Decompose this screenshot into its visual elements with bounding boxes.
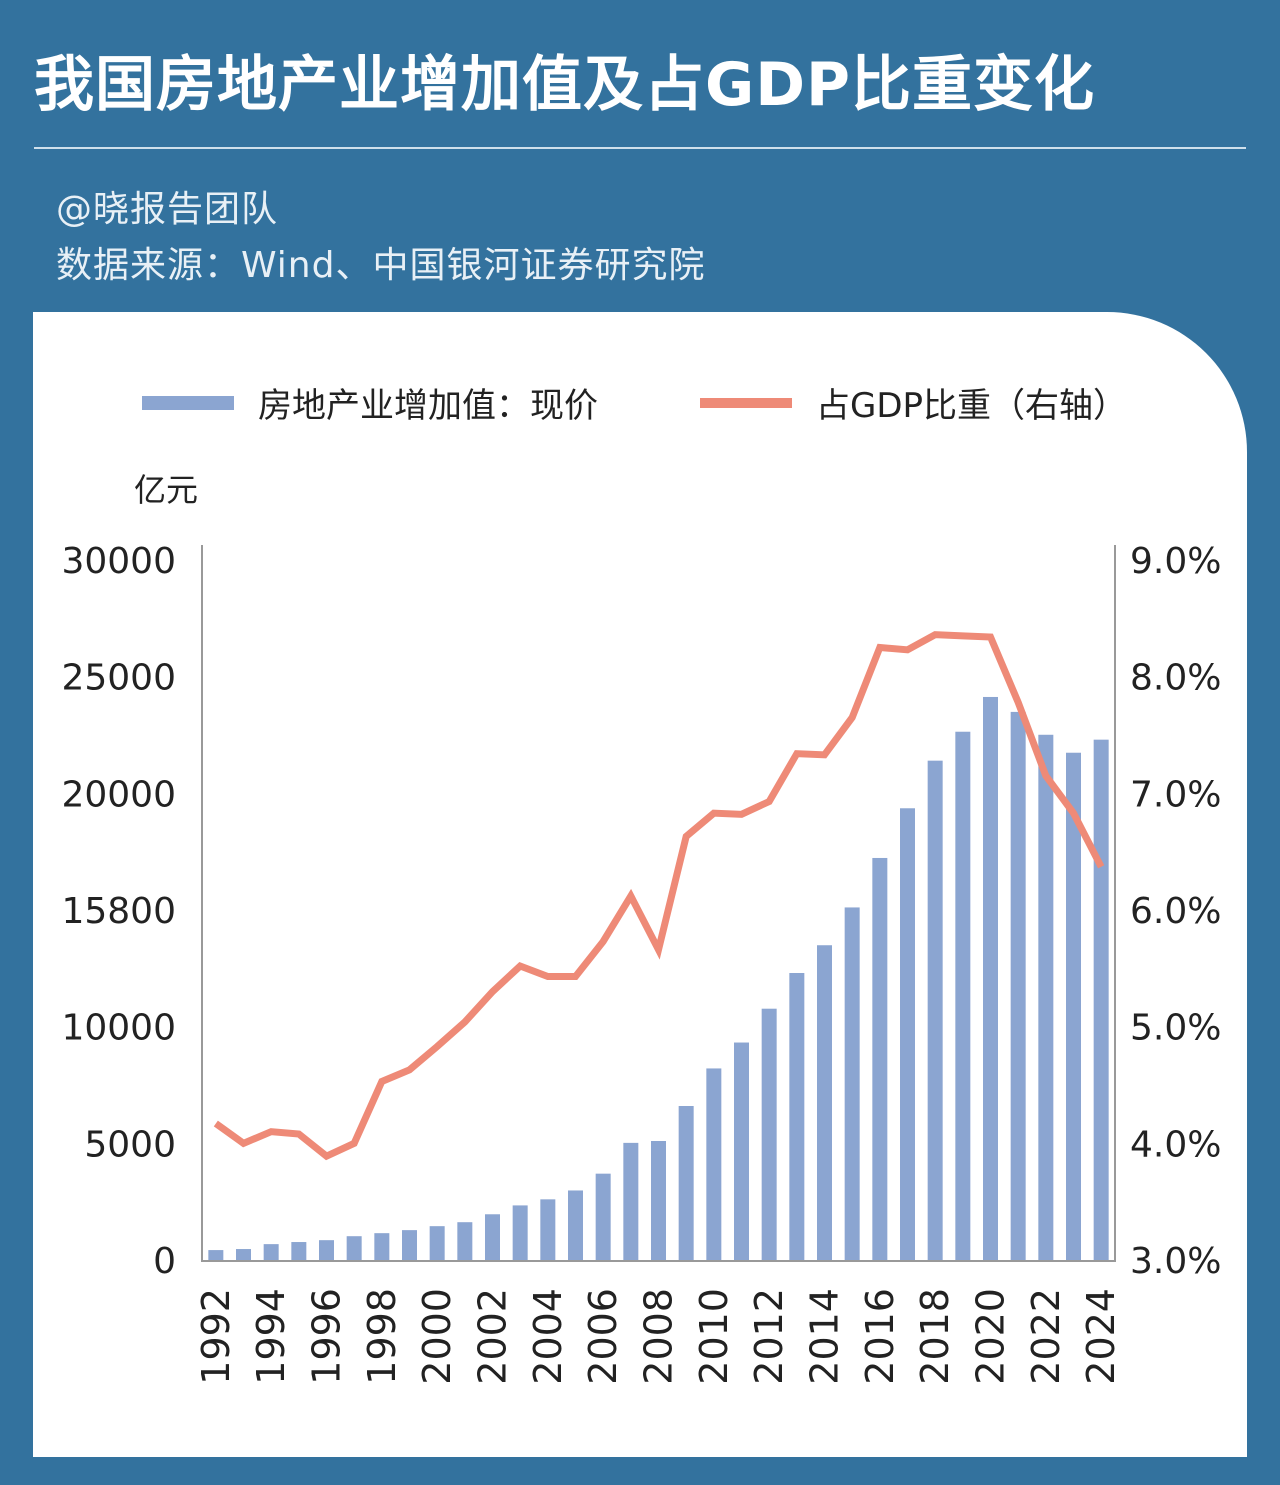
right-tick-label: 4.0% [1130, 1124, 1221, 1165]
left-tick-label: 0 [153, 1241, 176, 1282]
bar-1997 [346, 1236, 362, 1260]
right-tick-label: 7.0% [1130, 774, 1221, 815]
right-tick-label: 8.0% [1130, 658, 1221, 699]
bar-2017 [900, 808, 915, 1260]
right-tick-label: 9.0% [1130, 541, 1221, 582]
x-tick-label: 2002 [471, 1288, 515, 1385]
x-tick-label: 2022 [1024, 1288, 1068, 1385]
x-tick-label: 2010 [692, 1288, 736, 1385]
bar-2008 [651, 1141, 666, 1260]
bar-2012 [761, 1008, 777, 1260]
left-tick-label: 10000 [61, 1008, 176, 1049]
bar-2013 [789, 973, 805, 1260]
bar-2000 [429, 1226, 445, 1260]
legend-label-line: 占GDP比重（右轴） [816, 386, 1128, 426]
bar-1992 [208, 1250, 224, 1260]
right-tick-label: 5.0% [1130, 1008, 1221, 1049]
bar-1995 [291, 1242, 307, 1260]
x-tick-label: 1998 [360, 1288, 404, 1385]
x-tick-label: 2012 [747, 1288, 791, 1385]
left-axis-unit: 亿元 [134, 471, 199, 509]
bar-2018 [927, 760, 943, 1260]
legend-item-bar: 房地产业增加值：现价 [142, 378, 598, 427]
bar-2020 [983, 696, 998, 1260]
legend-label-bar: 房地产业增加值：现价 [258, 386, 598, 426]
x-tick-label: 2018 [913, 1288, 957, 1385]
x-tick-label: 2008 [637, 1288, 681, 1385]
x-tick-label: 2016 [858, 1288, 902, 1385]
x-tick-label: 2000 [415, 1288, 459, 1385]
title-divider [34, 147, 1246, 149]
share-line [213, 631, 1105, 1161]
source-note: 数据来源：Wind、中国银河证券研究院 [56, 245, 706, 286]
bar-2010 [706, 1068, 722, 1260]
bar-2001 [457, 1222, 473, 1260]
credit: @晓报告团队 [56, 189, 279, 230]
x-tick-label: 2024 [1079, 1288, 1123, 1385]
right-tick-label: 3.0% [1130, 1241, 1221, 1282]
legend-swatch-bar [142, 395, 234, 410]
bar-2003 [512, 1205, 528, 1260]
x-tick-label: 1992 [194, 1288, 238, 1385]
x-tick-label: 2006 [581, 1288, 625, 1385]
x-tick-label: 1994 [249, 1288, 293, 1385]
bar-2021 [1010, 711, 1026, 1260]
left-tick-label: 5000 [84, 1124, 176, 1165]
bar-2015 [844, 907, 860, 1260]
bar-2019 [955, 731, 971, 1260]
legend-item-line: 占GDP比重（右轴） [700, 378, 1127, 427]
bar-2005 [568, 1190, 583, 1260]
left-tick-label: 15800 [61, 891, 176, 932]
page-title: 我国房地产业增加值及占GDP比重变化 [34, 50, 1096, 120]
bar-2011 [734, 1042, 749, 1260]
bar-2023 [1066, 752, 1081, 1260]
bar-2014 [817, 945, 832, 1260]
bar-1999 [402, 1230, 417, 1260]
bar-1994 [263, 1244, 279, 1260]
left-tick-label: 30000 [61, 541, 176, 582]
left-tick-label: 20000 [61, 774, 176, 815]
left-tick-label: 25000 [61, 658, 176, 699]
bar-2006 [595, 1173, 611, 1260]
x-tick-label: 1996 [305, 1288, 349, 1385]
bar-2004 [540, 1199, 556, 1260]
x-tick-label: 2014 [803, 1288, 847, 1385]
bar-2016 [872, 857, 888, 1260]
bar-2009 [678, 1106, 694, 1260]
legend-swatch-line [700, 397, 792, 408]
bar-2007 [623, 1142, 639, 1260]
x-tick-label: 2020 [969, 1288, 1013, 1385]
bar-2024 [1093, 739, 1109, 1260]
bar-2022 [1038, 734, 1054, 1260]
bar-1996 [319, 1240, 334, 1260]
bar-1998 [374, 1233, 390, 1260]
bar-1993 [236, 1249, 251, 1260]
x-tick-label: 2004 [526, 1288, 570, 1385]
bar-2002 [485, 1214, 500, 1260]
right-tick-label: 6.0% [1130, 891, 1221, 932]
